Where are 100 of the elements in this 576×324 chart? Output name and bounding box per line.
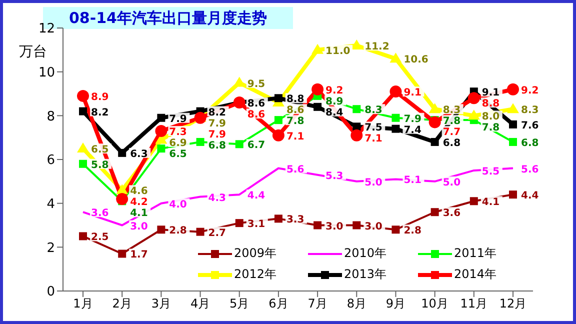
point xyxy=(430,208,439,216)
y-tick-label: 0 xyxy=(46,284,55,300)
data-label: 3.3 xyxy=(286,214,304,226)
point xyxy=(274,94,282,102)
data-label: 3.6 xyxy=(442,208,461,220)
point xyxy=(350,40,363,50)
data-label: 7.1 xyxy=(364,134,382,145)
data-label: 7.9 xyxy=(169,114,187,125)
data-label: 6.8 xyxy=(521,138,539,149)
point xyxy=(390,52,402,63)
data-label: 10.6 xyxy=(404,54,428,66)
point xyxy=(157,114,166,122)
point xyxy=(118,250,126,258)
point xyxy=(468,110,480,120)
x-tick-label: 2月 xyxy=(112,296,132,311)
data-label: 7.7 xyxy=(442,127,461,138)
point xyxy=(350,129,363,142)
data-label: 6.8 xyxy=(208,140,226,152)
x-tick-label: 7月 xyxy=(308,296,328,311)
legend-label: 2012年 xyxy=(234,266,277,283)
data-label: 8.2 xyxy=(91,107,109,118)
point xyxy=(470,197,478,206)
data-label: 8.0 xyxy=(482,112,500,123)
data-label: 8.6 xyxy=(247,98,266,110)
x-tick-label: 8月 xyxy=(346,296,366,311)
point xyxy=(428,116,441,128)
x-tick-label: 1月 xyxy=(73,296,93,311)
data-label: 2.8 xyxy=(169,226,187,237)
data-label: 6.7 xyxy=(247,140,266,152)
point xyxy=(468,92,480,104)
point xyxy=(392,124,400,133)
point xyxy=(79,107,87,116)
data-label: 4.4 xyxy=(521,190,539,202)
data-label: 3.6 xyxy=(91,208,109,220)
point xyxy=(352,105,361,114)
point xyxy=(116,192,128,205)
data-label: 5.6 xyxy=(286,164,304,176)
data-label: 8.8 xyxy=(286,94,304,106)
point xyxy=(390,86,402,98)
point xyxy=(509,120,517,128)
data-label: 8.8 xyxy=(482,98,500,110)
point xyxy=(312,44,324,54)
data-label: 9.1 xyxy=(482,88,500,99)
data-label: 6.3 xyxy=(130,148,148,160)
data-label: 4.3 xyxy=(208,192,226,204)
data-label: 3.1 xyxy=(247,219,266,230)
y-tick-label: 2 xyxy=(46,240,55,256)
point xyxy=(196,138,204,146)
data-label: 3.0 xyxy=(130,221,148,232)
point xyxy=(274,116,282,124)
point xyxy=(274,214,282,223)
data-label: 5.1 xyxy=(404,175,422,186)
data-label: 8.3 xyxy=(442,105,461,116)
data-label: 3.0 xyxy=(364,221,382,232)
x-tick-label: 10月 xyxy=(421,296,448,311)
point xyxy=(272,129,284,142)
point xyxy=(155,125,168,138)
point xyxy=(196,228,204,236)
data-label: 3.0 xyxy=(326,221,344,232)
data-label: 2.7 xyxy=(208,228,226,239)
data-label: 6.5 xyxy=(91,144,109,156)
legend-label: 2010年 xyxy=(344,245,387,262)
point xyxy=(157,144,166,153)
data-label: 4.4 xyxy=(247,190,266,202)
chart-title: 08-14年汽车出口量月度走势 xyxy=(69,9,267,27)
point xyxy=(509,190,517,199)
data-label: 8.9 xyxy=(91,92,109,103)
data-label: 8.2 xyxy=(208,107,226,118)
data-label: 7.8 xyxy=(482,122,500,134)
point xyxy=(77,142,89,153)
data-label: 5.3 xyxy=(326,170,344,182)
x-tick-label: 6月 xyxy=(268,296,288,311)
legend-label: 2013年 xyxy=(344,266,387,283)
legend-label: 2014年 xyxy=(454,266,497,283)
data-label: 7.3 xyxy=(169,127,187,138)
data-label: 7.8 xyxy=(286,116,304,128)
data-label: 7.9 xyxy=(404,114,422,125)
point xyxy=(235,219,244,228)
data-label: 5.6 xyxy=(521,164,539,176)
data-label: 5.0 xyxy=(442,177,461,188)
y-tick-label: 10 xyxy=(38,65,55,80)
data-label: 7.6 xyxy=(521,120,539,132)
point xyxy=(392,114,400,122)
data-label: 4.1 xyxy=(130,208,148,220)
x-tick-label: 9月 xyxy=(386,296,406,311)
x-tick-label: 3月 xyxy=(151,296,171,311)
y-tick-label: 6 xyxy=(46,153,55,168)
data-label: 9.2 xyxy=(326,85,344,96)
point xyxy=(157,226,166,234)
legend-label: 2009年 xyxy=(234,245,277,262)
data-label: 7.1 xyxy=(286,131,304,142)
point xyxy=(118,148,126,157)
data-label: 9.2 xyxy=(521,85,539,96)
data-label: 5.5 xyxy=(482,166,500,178)
point xyxy=(352,122,361,131)
data-label: 7.9 xyxy=(208,118,226,130)
data-label: 4.0 xyxy=(169,199,187,210)
data-label: 8.6 xyxy=(247,110,266,121)
x-tick-label: 11月 xyxy=(460,296,488,311)
x-tick-label: 4月 xyxy=(190,296,210,311)
